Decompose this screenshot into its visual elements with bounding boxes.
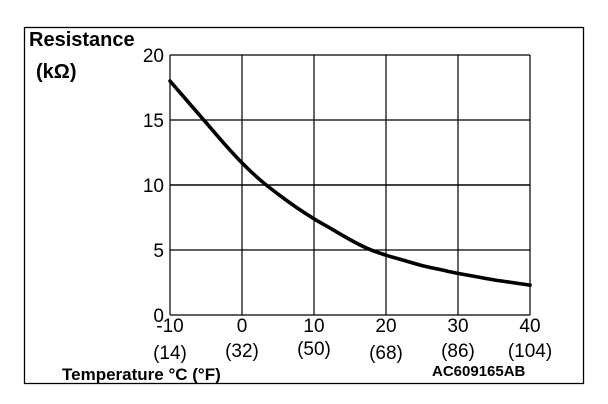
resistance-curve: [168, 79, 532, 287]
x-tick-labels: -10 0 10 20 30 40: [156, 316, 540, 337]
x-tick-label-f-0: (14): [153, 343, 187, 364]
x-tick-label-3: 20: [375, 316, 396, 337]
x-tick-label-5: 40: [519, 316, 540, 337]
series-layer: [168, 79, 532, 287]
y-tick-label-1: 5: [153, 241, 164, 262]
x-tick-label-f-1: (32): [225, 341, 259, 362]
y-tick-labels: 0 5 10 15 20: [143, 46, 164, 327]
y-axis-unit: (kΩ): [36, 61, 76, 83]
grid: [169, 54, 531, 316]
y-tick-label-3: 15: [143, 111, 164, 132]
x-tick-label-2: 10: [303, 316, 324, 337]
y-tick-label-4: 20: [143, 46, 164, 67]
x-tick-label-f-3: (68): [369, 343, 403, 364]
x-tick-label-4: 30: [447, 316, 468, 337]
x-tick-label-f-2: (50): [297, 339, 331, 360]
y-tick-label-2: 10: [143, 176, 164, 197]
x-tick-label-f-5: (104): [508, 341, 552, 362]
y-tick-label-0: 0: [153, 306, 164, 327]
x-tick-labels-fahrenheit: (14) (32) (50) (68) (86) (104): [153, 339, 552, 364]
x-axis-title: Temperature °C (°F): [62, 365, 221, 384]
x-tick-label-1: 0: [237, 316, 248, 337]
y-axis-title: Resistance: [29, 29, 135, 51]
chart-frame: [23, 26, 585, 385]
figure-code: AC609165AB: [432, 363, 526, 380]
x-tick-label-f-4: (86): [441, 341, 475, 362]
x-tick-label-0: -10: [156, 316, 183, 337]
